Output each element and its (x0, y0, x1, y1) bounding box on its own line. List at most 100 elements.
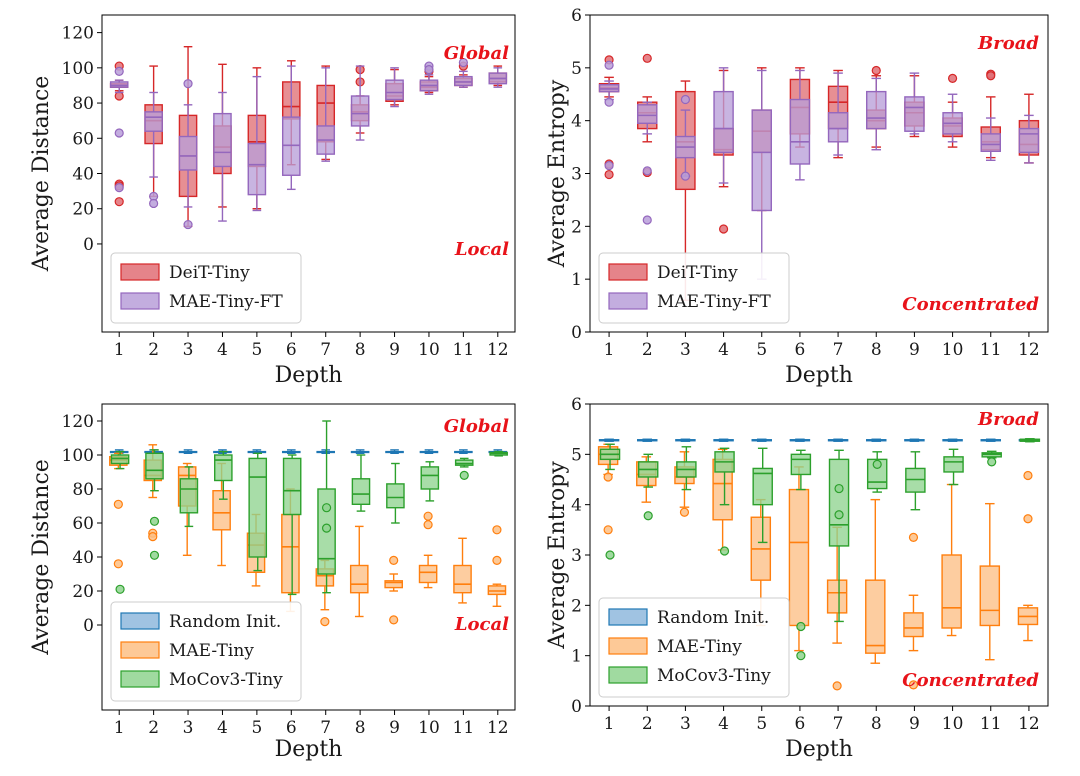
x-tick-label: 7 (833, 714, 844, 734)
box-depth-10 (420, 461, 440, 502)
box (828, 458, 850, 547)
box-depth-5 (750, 498, 772, 627)
box-depth-10 (419, 449, 439, 454)
series-mocov3-tiny (599, 438, 1041, 661)
outlier-point (492, 555, 502, 566)
series-mae-tiny-ft (598, 60, 1040, 280)
annotation-global: Global (444, 416, 509, 437)
box-depth-5 (751, 438, 772, 442)
box-depth-11 (454, 449, 473, 454)
outlier-point (603, 472, 613, 482)
outlier-point (603, 525, 613, 535)
x-tick-label: 11 (980, 714, 1002, 734)
outlier-point (183, 219, 193, 230)
y-tick-label: 3 (571, 546, 582, 566)
box-depth-3 (676, 446, 697, 491)
box (751, 109, 772, 212)
panel-bottom-right: Depth Average Entropy Broad Concentrated… (545, 395, 1049, 762)
y-axis-label: Average Distance (29, 459, 54, 656)
annotation-broad: Broad (977, 409, 1039, 430)
x-tick-label: 7 (320, 340, 331, 360)
box (789, 98, 811, 165)
box-depth-2 (637, 101, 658, 225)
x-tick-label: 8 (871, 340, 882, 360)
x-tick-label: 6 (795, 714, 806, 734)
legend-swatch (608, 263, 648, 281)
outlier-point (718, 224, 729, 234)
outlier-point (149, 198, 159, 209)
outlier-point (114, 182, 124, 193)
box-depth-10 (942, 438, 963, 442)
legend: Random Init. MAE-Tiny MoCov3-Tiny (598, 597, 790, 698)
series-mocov3-tiny (110, 420, 508, 596)
box-depth-12 (488, 67, 508, 88)
box (979, 565, 1001, 627)
outlier-point (321, 503, 332, 513)
box-depth-1 (599, 443, 621, 560)
box (866, 90, 887, 130)
box-depth-9 (386, 462, 405, 524)
x-tick-label: 4 (217, 718, 228, 738)
box (980, 133, 1001, 153)
box-depth-9 (905, 451, 926, 511)
outlier-point (113, 559, 123, 569)
box-depth-5 (248, 452, 268, 572)
annotation-concentrated: Concentrated (902, 294, 1039, 315)
x-axis-label: Depth (275, 363, 343, 388)
box-depth-8 (349, 525, 369, 618)
x-tick-label: 11 (980, 340, 1002, 360)
box-depth-12 (487, 525, 507, 607)
y-tick-label: 60 (72, 514, 94, 534)
outlier-point (605, 550, 615, 560)
x-tick-label: 10 (418, 718, 440, 738)
x-tick-label: 8 (871, 714, 882, 734)
y-tick-label: 1 (571, 270, 582, 290)
box (790, 453, 812, 476)
box-depth-12 (1019, 438, 1041, 443)
outlier-point (986, 71, 996, 81)
legend-label: MAE-Tiny-FT (657, 292, 771, 312)
legend: Random Init. MAE-Tiny MoCov3-Tiny (110, 601, 302, 702)
outlier-point (114, 197, 124, 207)
outlier-point (643, 511, 653, 521)
box-depth-11 (980, 117, 1001, 161)
outlier-point (834, 510, 844, 520)
y-tick-label: 120 (62, 24, 94, 44)
x-tick-label: 4 (217, 340, 228, 360)
box (904, 96, 925, 132)
outlier-point (679, 507, 690, 517)
box-depth-11 (980, 438, 1001, 442)
legend-label: MoCov3-Tiny (657, 666, 771, 686)
legend: DeiT-Tiny MAE-Tiny-FT (110, 252, 302, 324)
box-depth-8 (350, 449, 370, 454)
outlier-point (719, 546, 730, 556)
box (903, 612, 924, 638)
outlier-point (908, 680, 919, 690)
box-depth-8 (866, 438, 887, 442)
box-depth-8 (350, 65, 370, 141)
x-tick-label: 5 (251, 340, 262, 360)
legend-swatch (608, 637, 648, 655)
y-tick-label: 0 (571, 323, 582, 343)
box (248, 457, 268, 558)
y-tick-label: 20 (72, 582, 94, 602)
box-depth-8 (865, 498, 886, 664)
plot-area (109, 420, 508, 627)
x-tick-label: 9 (389, 718, 400, 738)
outlier-point (148, 531, 158, 542)
box-depth-2 (144, 91, 163, 209)
box (454, 459, 474, 466)
box (941, 554, 962, 629)
outlier-point (114, 91, 124, 101)
x-tick-label: 1 (114, 718, 125, 738)
box (144, 111, 163, 132)
box-depth-7 (827, 72, 849, 156)
box (179, 478, 199, 514)
box-depth-11 (979, 502, 1001, 661)
box-depth-4 (713, 438, 734, 442)
outlier-point (642, 53, 652, 63)
y-tick-label: 3 (571, 165, 582, 185)
legend-swatch (120, 612, 160, 630)
box (418, 564, 438, 584)
